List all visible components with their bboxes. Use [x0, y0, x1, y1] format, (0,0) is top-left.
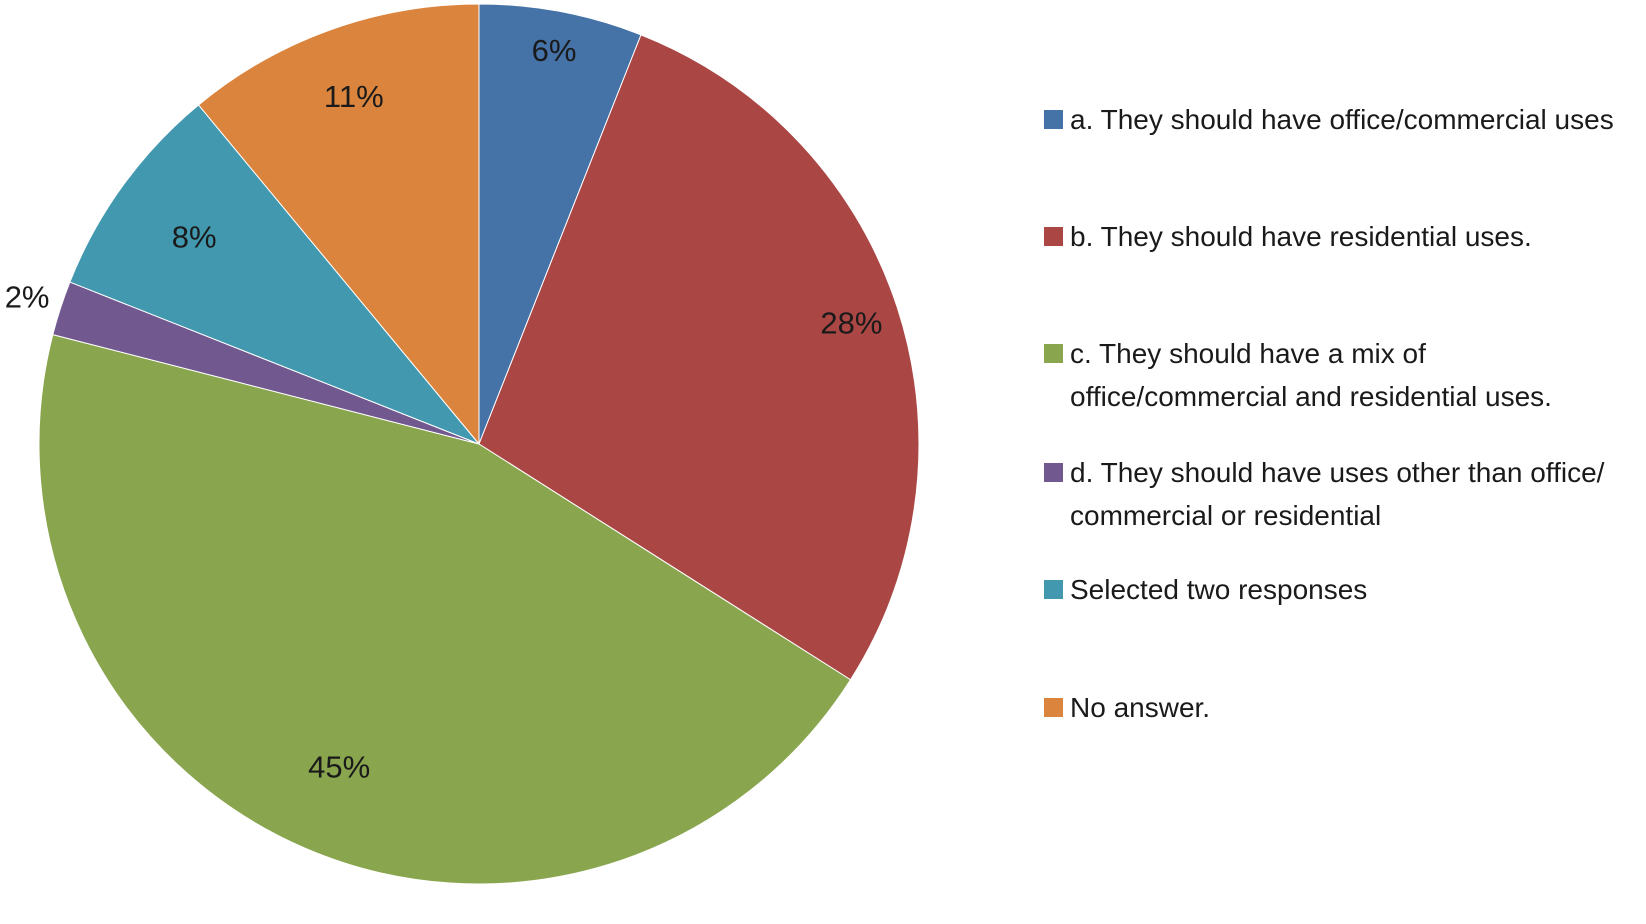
legend-label-two-responses: Selected two responses — [1070, 574, 1368, 605]
pie-chart-plot: 6% 28% 45% 2% 8% 11% — [5, 3, 920, 885]
legend-swatch-c — [1044, 344, 1063, 363]
slice-no-answer — [197, 3, 480, 446]
slice-two-responses — [69, 104, 480, 445]
legend-swatch-no-answer — [1044, 698, 1063, 717]
legend-item-a: a. They should have office/commercial us… — [1044, 98, 1644, 141]
slice-two-responses-label: 8% — [172, 220, 217, 255]
legend-label-d: d. They should have uses other than offi… — [1070, 457, 1605, 531]
slice-a — [478, 3, 642, 445]
legend-swatch-two-responses — [1044, 580, 1063, 599]
legend-item-c: c. They should have a mix of office/comm… — [1044, 332, 1644, 418]
legend-swatch-b — [1044, 227, 1063, 246]
slice-c-label: 45% — [308, 750, 370, 785]
slice-d-label: 2% — [5, 280, 50, 315]
slice-a-label: 6% — [532, 33, 577, 68]
legend-label-c: c. They should have a mix of office/comm… — [1070, 338, 1552, 412]
legend-swatch-d — [1044, 463, 1063, 482]
slice-c — [38, 333, 852, 885]
legend-item-d: d. They should have uses other than offi… — [1044, 451, 1644, 537]
legend-label-a: a. They should have office/commercial us… — [1070, 104, 1614, 135]
legend-swatch-a — [1044, 110, 1063, 129]
slice-b — [478, 34, 920, 681]
legend-item-no-answer: No answer. — [1044, 686, 1644, 729]
legend-label-no-answer: No answer. — [1070, 692, 1211, 723]
legend-item-two-responses: Selected two responses — [1044, 568, 1644, 611]
legend-label-b: b. They should have residential uses. — [1070, 221, 1532, 252]
legend-item-b: b. They should have residential uses. — [1044, 215, 1644, 258]
slice-b-label: 28% — [820, 306, 882, 341]
slice-no-answer-label: 11% — [324, 79, 384, 114]
